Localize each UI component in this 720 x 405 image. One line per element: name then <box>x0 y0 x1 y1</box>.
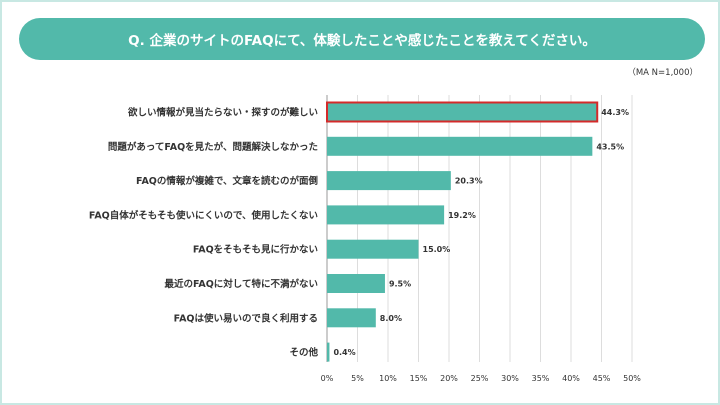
sample-size-note: （MA N=1,000） <box>627 68 698 78</box>
value-label: 44.3% <box>601 108 629 117</box>
x-tick-label: 50% <box>623 374 641 383</box>
value-label: 0.4% <box>333 348 355 357</box>
bar <box>327 308 376 328</box>
bar <box>327 205 445 225</box>
x-tick-label: 15% <box>410 374 428 383</box>
x-tick-label: 30% <box>501 374 519 383</box>
bar <box>327 274 385 293</box>
value-label: 15.0% <box>423 245 451 254</box>
value-label: 19.2% <box>448 211 476 220</box>
category-label: 最近のFAQに対して特に不満がない <box>164 278 318 290</box>
category-label: FAQをそもそも見に行かない <box>193 244 318 256</box>
category-label: FAQの情報が複雑で、文章を読むのが面倒 <box>136 175 318 187</box>
bar <box>327 239 419 259</box>
category-label: その他 <box>289 347 318 359</box>
x-tick-label: 5% <box>351 374 364 383</box>
x-tick-label: 10% <box>379 374 397 383</box>
x-tick-label: 20% <box>440 374 458 383</box>
x-tick-label: 0% <box>321 374 334 383</box>
category-label: 問題があってFAQを見たが、問題解決しなかった <box>108 141 318 153</box>
value-label: 8.0% <box>380 314 402 323</box>
value-label: 43.5% <box>596 142 624 151</box>
category-label: FAQ自体がそもそも使いにくいので、使用したくない <box>89 209 318 221</box>
x-tick-label: 45% <box>593 374 611 383</box>
bar <box>327 171 451 191</box>
chart-title: Q. 企業のサイトのFAQにて、体験したことや感じたことを教えてください。 <box>19 18 705 60</box>
bar-highlighted <box>326 101 599 123</box>
value-label: 20.3% <box>455 177 483 186</box>
category-label: FAQは使い易いので良く利用する <box>174 312 318 324</box>
category-label: 欲しい情報が見当たらない・探すのが難しい <box>127 107 318 119</box>
bar <box>327 136 593 156</box>
value-label: 9.5% <box>389 280 411 289</box>
x-tick-label: 40% <box>562 374 580 383</box>
x-tick-label: 35% <box>532 374 550 383</box>
x-tick-label: 25% <box>471 374 489 383</box>
bar <box>327 342 330 362</box>
